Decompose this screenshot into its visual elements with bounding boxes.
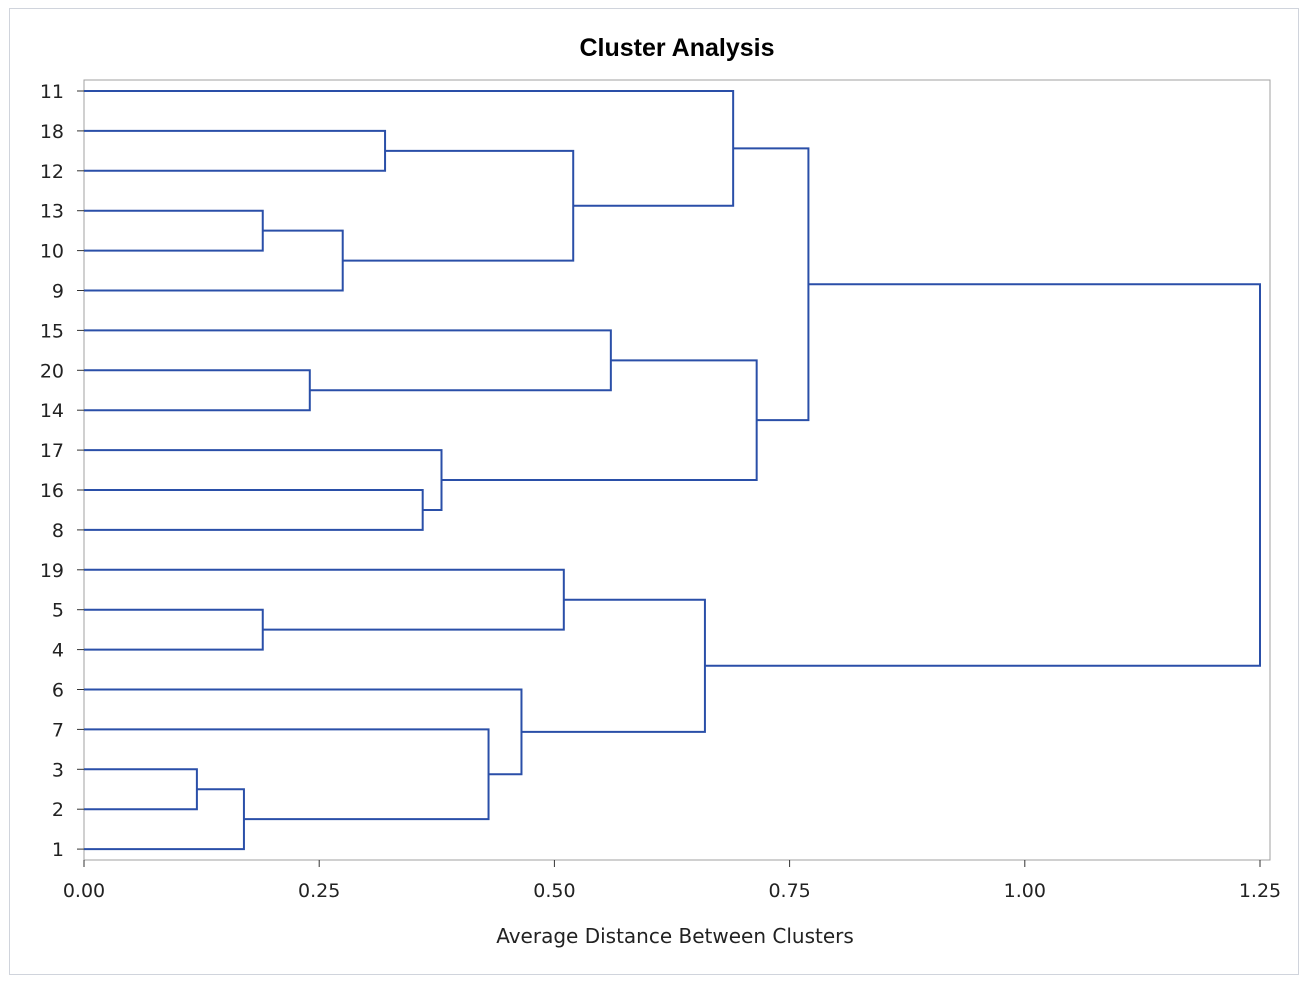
- y-tick-label: 5: [52, 600, 64, 622]
- x-tick-label: 0.75: [768, 880, 810, 902]
- y-tick-label: 15: [40, 320, 64, 342]
- merge-link-c4: [84, 209, 264, 252]
- x-tick-label: 1.25: [1239, 880, 1281, 902]
- chart-frame: [9, 8, 1299, 975]
- merge-link-c17: [441, 359, 758, 482]
- y-tick-label: 13: [40, 201, 64, 223]
- plot-area: [83, 79, 1271, 861]
- merge-link-c5: [84, 369, 311, 412]
- y-tick-label: 3: [52, 759, 64, 781]
- y-tick-label: 19: [40, 560, 64, 582]
- x-tick-label: 0.25: [298, 880, 340, 902]
- merge-link-c7: [84, 129, 387, 172]
- merge-link-c3: [84, 608, 264, 651]
- y-tick-label: 6: [52, 680, 64, 702]
- y-tick-label: 7: [52, 719, 64, 741]
- merge-link-c16: [84, 90, 735, 207]
- merge-link-c10: [84, 728, 490, 821]
- merge-link-c6: [84, 229, 344, 292]
- x-tick-label: 0.50: [533, 880, 575, 902]
- y-tick-label: 18: [40, 121, 64, 143]
- y-tick-label: 9: [52, 281, 64, 303]
- merge-link-c18: [733, 147, 810, 422]
- x-tick-label: 0.00: [63, 880, 105, 902]
- y-tick-label: 8: [52, 520, 64, 542]
- y-tick-label: 4: [52, 640, 64, 662]
- y-tick-label: 2: [52, 799, 64, 821]
- merge-link-c1: [84, 768, 198, 811]
- merge-link-c9: [84, 449, 443, 511]
- merge-link-c15: [521, 598, 706, 733]
- chart-title: Cluster Analysis: [580, 34, 775, 62]
- y-tick-label: 14: [40, 400, 64, 422]
- merge-link-c13: [342, 149, 575, 262]
- y-tick-label: 17: [40, 440, 64, 462]
- x-axis-label: Average Distance Between Clusters: [496, 924, 854, 948]
- y-tick-label: 10: [40, 241, 64, 263]
- merge-link-c11: [84, 688, 523, 776]
- y-tick-label: 16: [40, 480, 64, 502]
- x-tick-label: 1.00: [1004, 880, 1046, 902]
- y-axis: 11 18 12 13 10 9 15 20 14 17 16 8 19 5 4 6 7 3 2 1: [40, 81, 84, 861]
- y-tick-label: 12: [40, 161, 64, 183]
- x-axis: 0.00 0.25 0.50 0.75 1.00 1.25: [63, 860, 1281, 902]
- merge-link-c19: [704, 283, 1261, 667]
- merge-link-c8: [84, 489, 424, 531]
- y-tick-label: 20: [40, 360, 64, 382]
- y-tick-label: 11: [40, 81, 64, 103]
- dendrogram-links: [84, 90, 1261, 851]
- y-tick-label: 1: [52, 839, 64, 861]
- merge-link-c12: [84, 568, 565, 631]
- merge-link-c14: [84, 329, 612, 392]
- merge-link-c2: [84, 788, 245, 851]
